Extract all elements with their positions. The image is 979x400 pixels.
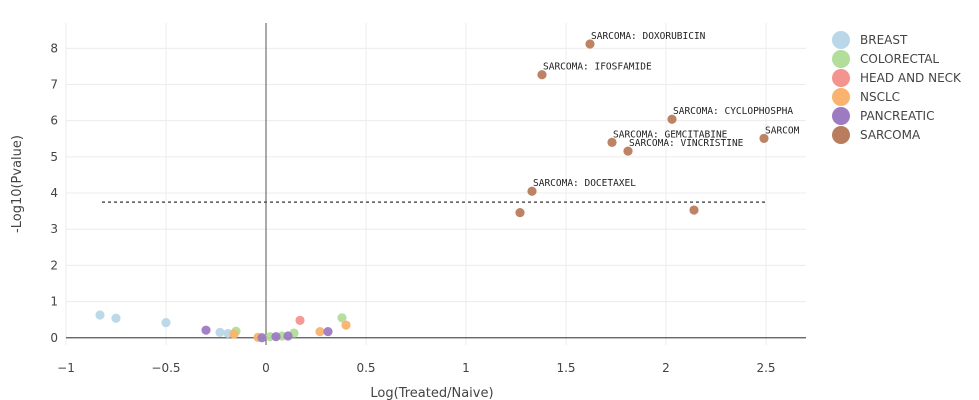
legend-swatch — [832, 106, 850, 125]
legend-swatch — [832, 49, 850, 68]
x-tick-label: 2.5 — [756, 361, 775, 375]
data-point-sarcoma[interactable] — [667, 114, 677, 124]
point-annotation: SARCOM — [765, 125, 800, 136]
x-axis-ticks: −1 −0.5 0 0.5 1 1.5 2 2.5 — [57, 361, 775, 375]
x-tick-label: 2 — [662, 361, 670, 375]
legend-label: SARCOMA — [860, 127, 921, 142]
data-point-pancreatic[interactable] — [271, 332, 281, 342]
data-point-sarcoma[interactable] — [585, 39, 595, 49]
y-tick-label: 2 — [50, 258, 58, 272]
x-axis-title: Log(Treated/Naive) — [370, 386, 493, 400]
point-annotation: SARCOMA: DOXORUBICIN — [591, 31, 706, 42]
data-point-sarcoma[interactable] — [607, 137, 617, 147]
legend-label: PANCREATIC — [860, 108, 935, 123]
legend-label: HEAD AND NECK — [860, 70, 961, 85]
x-tick-label: 1.5 — [556, 361, 575, 375]
legend-item-pancreatic[interactable]: PANCREATIC — [832, 106, 961, 125]
x-tick-label: 1 — [462, 361, 470, 375]
point-annotations: SARCOMA: DOXORUBICIN SARCOMA: IFOSFAMIDE S… — [533, 31, 800, 189]
y-tick-label: 8 — [50, 41, 58, 55]
data-point-nsclc[interactable] — [315, 327, 325, 337]
data-point-pancreatic[interactable] — [283, 331, 293, 341]
point-annotation: SARCOMA: DOCETAXEL — [533, 178, 636, 189]
data-point-breast[interactable] — [161, 317, 171, 328]
data-point-pancreatic[interactable] — [201, 325, 211, 335]
legend: BREAST COLORECTAL HEAD AND NECK NSCLC PANCRE… — [832, 30, 961, 144]
data-points — [95, 39, 769, 343]
data-point-pancreatic[interactable] — [323, 327, 333, 337]
point-annotation: SARCOMA: GEMCITABINE — [613, 129, 728, 140]
legend-swatch — [832, 87, 850, 106]
data-point-breast[interactable] — [111, 313, 121, 323]
data-point-sarcoma[interactable] — [759, 133, 769, 144]
y-axis-title: -Log10(Pvalue) — [10, 135, 25, 233]
legend-swatch — [832, 68, 850, 87]
legend-label: BREAST — [860, 32, 908, 47]
legend-label: NSCLC — [860, 89, 901, 104]
legend-item-sarcoma[interactable]: SARCOMA — [832, 125, 961, 144]
legend-item-colorectal[interactable]: COLORECTAL — [832, 49, 961, 68]
point-annotation: SARCOMA: CYCLOPHOSPHA — [673, 106, 793, 117]
data-point-nsclc[interactable] — [229, 329, 239, 339]
y-tick-label: 4 — [50, 186, 58, 200]
y-tick-label: 5 — [50, 150, 58, 164]
x-tick-label: 0 — [262, 361, 270, 375]
legend-item-nsclc[interactable]: NSCLC — [832, 87, 961, 106]
data-point-nsclc[interactable] — [341, 320, 351, 330]
legend-label: COLORECTAL — [860, 51, 940, 66]
y-tick-label: 1 — [50, 295, 58, 309]
zero-lines — [66, 23, 806, 345]
y-tick-label: 0 — [50, 331, 58, 345]
legend-swatch — [832, 30, 850, 49]
legend-swatch — [832, 125, 850, 144]
y-tick-label: 3 — [50, 222, 58, 236]
x-tick-label: −1 — [57, 361, 75, 375]
data-point-colorectal[interactable] — [337, 313, 347, 323]
data-point-breast[interactable] — [215, 327, 225, 337]
data-point-sarcoma[interactable] — [527, 186, 537, 196]
data-point-sarcoma[interactable] — [515, 207, 525, 218]
data-point-pancreatic[interactable] — [257, 333, 267, 343]
data-point-head-and-neck[interactable] — [295, 315, 305, 325]
x-tick-label: 0.5 — [356, 361, 375, 375]
point-annotation: SARCOMA: IFOSFAMIDE — [543, 62, 652, 73]
legend-item-breast[interactable]: BREAST — [832, 30, 961, 49]
y-axis-ticks: 0 1 2 3 4 5 6 7 8 — [50, 41, 58, 344]
data-point-sarcoma[interactable] — [623, 146, 633, 156]
x-tick-label: −0.5 — [151, 361, 180, 375]
point-annotation: SARCOMA: VINCRISTINE — [629, 138, 744, 149]
data-point-sarcoma[interactable] — [689, 205, 699, 215]
data-point-breast[interactable] — [95, 310, 105, 320]
data-point-sarcoma[interactable] — [537, 70, 547, 80]
y-tick-label: 6 — [50, 114, 58, 128]
gridlines — [65, 23, 806, 345]
legend-item-head-and-neck[interactable]: HEAD AND NECK — [832, 68, 961, 87]
y-tick-label: 7 — [50, 78, 58, 92]
